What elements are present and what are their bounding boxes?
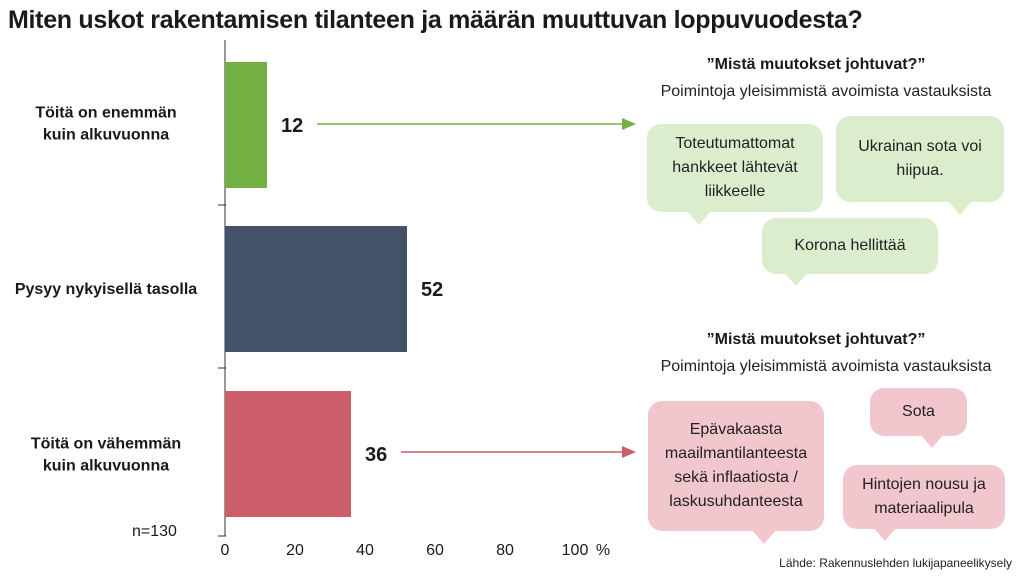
chart-title: Miten uskot rakentamisen tilanteen ja mä… <box>8 6 863 34</box>
x-tick-label: 40 <box>356 542 374 559</box>
bubble-hankkeet-text: Toteutumattomat hankkeet lähtevät liikke… <box>672 135 798 200</box>
bubble-tail <box>784 272 808 286</box>
arrow-head <box>622 118 636 130</box>
panel-1-subheading: Poimintoja yleisimmistä avoimista vastau… <box>660 83 992 100</box>
category-label: Pysyy nykyisellä tasolla <box>15 281 197 298</box>
x-tick-label: 80 <box>496 542 514 559</box>
bubble-ukraina-text: Ukrainan sota voi hiipua. <box>858 138 982 179</box>
bubble-korona: Korona hellittää <box>762 218 938 286</box>
x-tick-label: 100 <box>562 542 589 559</box>
bar-2 <box>225 226 407 352</box>
bubble-hinnat-text: Hintojen nousu ja materiaalipula <box>862 476 986 517</box>
bar-3 <box>225 391 351 517</box>
x-unit-label: % <box>596 542 610 559</box>
sample-size: n=130 <box>132 523 177 540</box>
bar-value-label: 12 <box>281 115 303 137</box>
bubble-tail <box>873 527 897 541</box>
bubble-tail <box>752 530 776 544</box>
bar-value-label: 36 <box>365 444 387 466</box>
x-tick-label: 0 <box>221 542 230 559</box>
bubble-tail <box>920 434 944 448</box>
bubble-maailmantilanne-text: Epävakaasta maailmantilanteesta sekä inf… <box>664 421 808 510</box>
bubble-korona-text: Korona hellittää <box>794 237 906 254</box>
bubble-tail <box>948 201 972 215</box>
bubble-sota-text: Sota <box>902 403 935 420</box>
category-label: Töitä on vähemmän kuin alkuvuonna <box>31 436 181 475</box>
source-note: Lähde: Rakennuslehden lukijapaneelikysel… <box>779 556 1012 570</box>
panel-1-heading: ”Mistä muutokset johtuvat?” <box>706 56 926 73</box>
bubble-ukraina: Ukrainan sota voi hiipua. <box>836 116 1004 215</box>
bar-1 <box>225 62 267 188</box>
category-label: Töitä on enemmän kuin alkuvuonna <box>35 105 176 144</box>
bubble-maailmantilanne: Epävakaasta maailmantilanteesta sekä inf… <box>648 401 824 544</box>
panel-2-heading: ”Mistä muutokset johtuvat?” <box>706 331 926 348</box>
panel-2-subheading: Poimintoja yleisimmistä avoimista vastau… <box>660 358 992 375</box>
bubble-hinnat: Hintojen nousu ja materiaalipula <box>843 465 1005 541</box>
x-tick-label: 60 <box>426 542 444 559</box>
bubble-tail <box>687 211 711 225</box>
bar-value-label: 52 <box>421 279 443 301</box>
x-tick-label: 20 <box>286 542 304 559</box>
bubble-hankkeet: Toteutumattomat hankkeet lähtevät liikke… <box>647 124 823 225</box>
bubble-sota: Sota <box>870 388 967 448</box>
arrow-head <box>622 446 636 458</box>
